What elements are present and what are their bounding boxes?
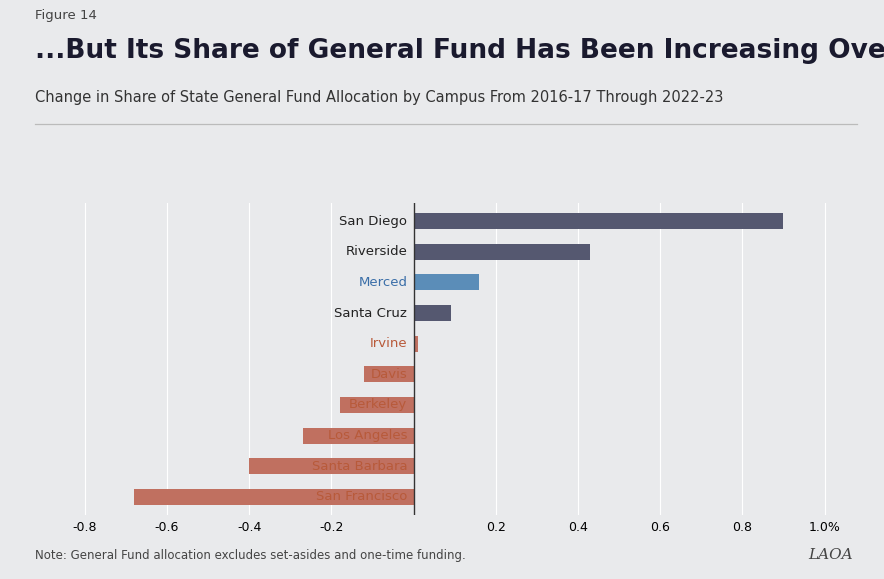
Text: LAOA: LAOA — [809, 548, 853, 562]
Text: Change in Share of State General Fund Allocation by Campus From 2016-17 Through : Change in Share of State General Fund Al… — [35, 90, 724, 105]
Bar — [414, 305, 451, 321]
Bar — [249, 459, 414, 474]
Bar — [364, 367, 414, 382]
Text: ...But Its Share of General Fund Has Been Increasing Over Time: ...But Its Share of General Fund Has Bee… — [35, 38, 884, 64]
Text: Merced: Merced — [358, 276, 408, 289]
Text: San Diego: San Diego — [339, 215, 408, 228]
Bar — [414, 274, 479, 290]
Bar — [414, 336, 417, 351]
Text: Note: General Fund allocation excludes set-asides and one-time funding.: Note: General Fund allocation excludes s… — [35, 549, 466, 562]
Text: Santa Cruz: Santa Cruz — [334, 306, 408, 320]
Text: Davis: Davis — [370, 368, 408, 381]
Text: Irvine: Irvine — [370, 337, 408, 350]
Bar — [414, 213, 783, 229]
Text: Berkeley: Berkeley — [349, 398, 408, 412]
Text: Figure 14: Figure 14 — [35, 9, 97, 21]
Bar — [339, 397, 414, 413]
Text: San Francisco: San Francisco — [316, 490, 408, 503]
Bar — [414, 244, 591, 259]
Bar — [302, 428, 414, 444]
Text: Riverside: Riverside — [346, 245, 408, 258]
Text: Santa Barbara: Santa Barbara — [312, 460, 408, 473]
Bar — [134, 489, 414, 505]
Text: Los Angeles: Los Angeles — [328, 429, 408, 442]
